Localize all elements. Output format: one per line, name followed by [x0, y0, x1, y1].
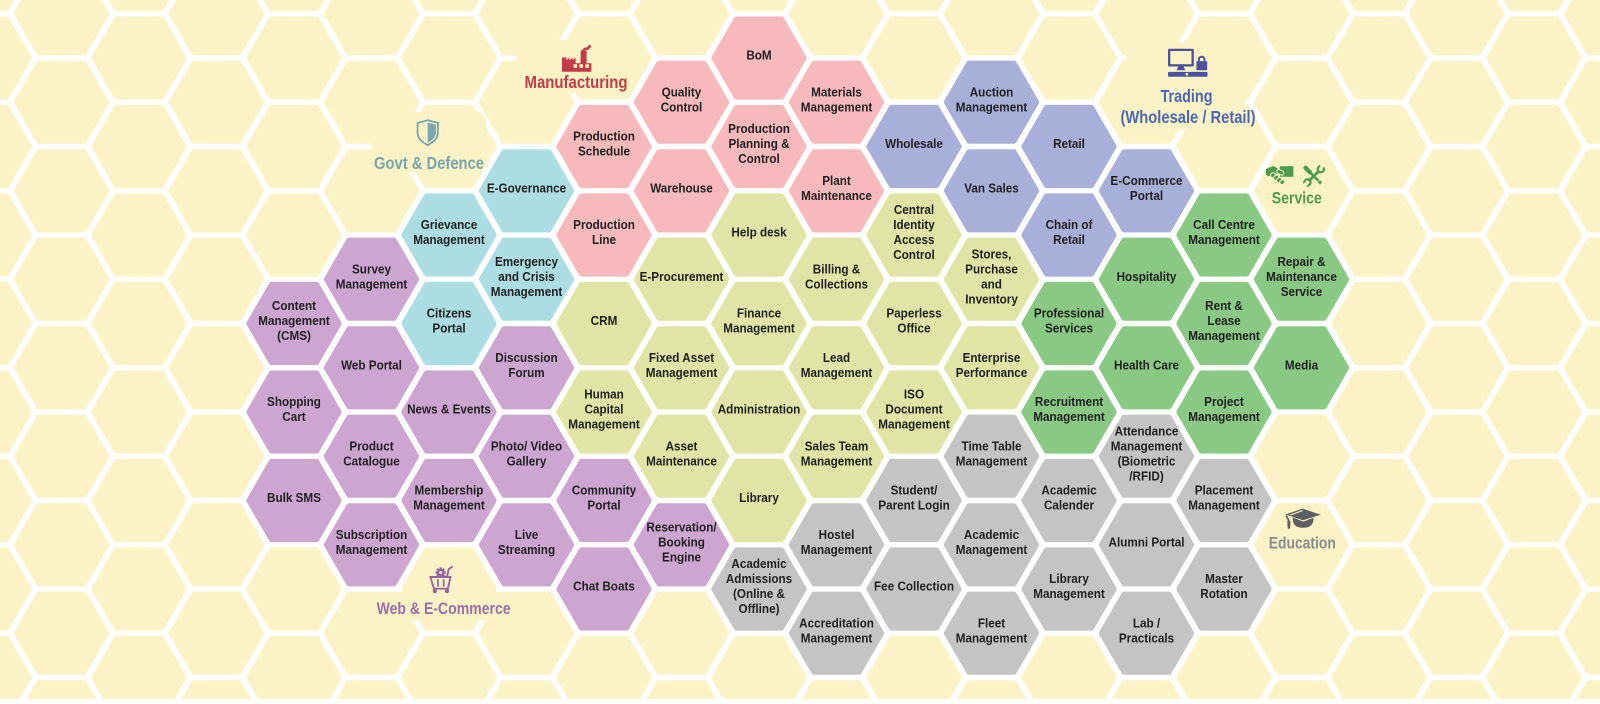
svg-text:Fee Collection: Fee Collection — [874, 579, 954, 594]
svg-text:Student/Parent Login: Student/Parent Login — [878, 483, 949, 513]
svg-text:Trading: Trading — [1161, 86, 1213, 106]
svg-text:Help desk: Help desk — [731, 225, 786, 240]
svg-text:Retail: Retail — [1053, 137, 1085, 152]
svg-text:Hospitality: Hospitality — [1117, 269, 1177, 284]
svg-text:Billing &Collections: Billing & Collections — [805, 262, 868, 292]
svg-text:News & Events: News & Events — [407, 402, 491, 417]
svg-text:Web Portal: Web Portal — [341, 358, 402, 373]
svg-text:Media: Media — [1285, 358, 1318, 373]
svg-text:CRM: CRM — [591, 314, 618, 329]
svg-text:Administration: Administration — [718, 402, 801, 417]
svg-text:Service: Service — [1272, 190, 1322, 208]
svg-text:Manufacturing: Manufacturing — [525, 72, 628, 92]
svg-text:E-Governance: E-Governance — [487, 181, 566, 196]
svg-text:Van Sales: Van Sales — [964, 181, 1019, 196]
svg-text:Health Care: Health Care — [1114, 358, 1179, 373]
svg-text:Warehouse: Warehouse — [650, 181, 713, 196]
svg-text:Lab /Practicals: Lab / Practicals — [1119, 616, 1174, 646]
svg-text:BoM: BoM — [746, 48, 771, 63]
svg-text:E-Procurement: E-Procurement — [640, 269, 724, 284]
svg-text:Govt & Defence: Govt & Defence — [374, 153, 484, 173]
svg-text:Education: Education — [1269, 535, 1336, 553]
svg-text:Alumni Portal: Alumni Portal — [1108, 535, 1184, 550]
svg-text:Wholesale: Wholesale — [885, 137, 943, 152]
svg-text:Bulk SMS: Bulk SMS — [267, 491, 321, 506]
svg-text:Web & E-Commerce: Web & E-Commerce — [377, 600, 511, 618]
svg-text:(Wholesale / Retail): (Wholesale / Retail) — [1121, 107, 1256, 127]
svg-text:Chat Boats: Chat Boats — [573, 579, 635, 594]
svg-text:Library: Library — [739, 491, 779, 506]
